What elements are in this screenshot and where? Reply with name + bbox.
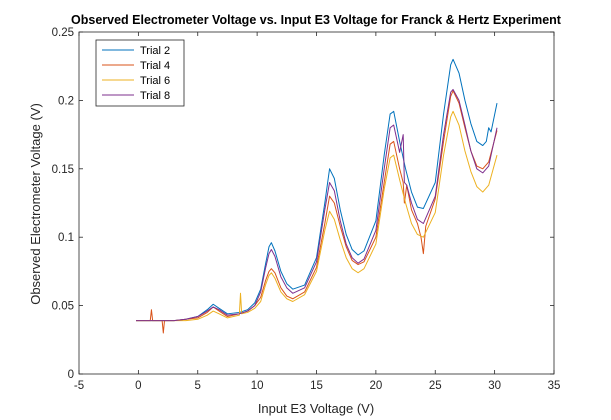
x-tick-label: -5 — [74, 380, 84, 392]
series-line-4 — [136, 88, 498, 322]
x-tick-label: 25 — [429, 380, 442, 392]
x-tick-label: 10 — [251, 380, 264, 392]
series-layer — [136, 58, 498, 334]
x-tick-label: 5 — [195, 380, 201, 392]
y-tick-label: 0.05 — [52, 301, 74, 313]
y-tick-label: 0.1 — [58, 232, 74, 244]
y-tick-label: 0 — [68, 369, 74, 381]
series-line-1 — [136, 58, 498, 322]
x-tick-label: 20 — [369, 380, 382, 392]
series-line-2 — [136, 90, 498, 334]
legend-label: Trial 4 — [140, 60, 170, 72]
legend-label: Trial 2 — [140, 45, 170, 57]
legend-label: Trial 8 — [140, 90, 170, 102]
y-axis: 0 0.05 0.1 0.15 0.2 0.25 — [52, 27, 554, 381]
chart-title: Observed Electrometer Voltage vs. Input … — [71, 13, 562, 27]
series-line-3 — [136, 110, 498, 322]
legend: Trial 2 Trial 4 Trial 6 Trial 8 — [95, 39, 185, 107]
x-axis-label: Input E3 Voltage (V) — [258, 401, 374, 416]
y-tick-label: 0.15 — [52, 164, 74, 176]
x-tick-label: 35 — [548, 380, 561, 392]
y-axis-label: Observed Electrometer Voltage (V) — [28, 103, 43, 305]
y-tick-label: 0.25 — [52, 27, 74, 39]
x-tick-label: 15 — [310, 380, 323, 392]
y-tick-label: 0.2 — [58, 95, 74, 107]
x-tick-label: 30 — [488, 380, 501, 392]
legend-label: Trial 6 — [140, 75, 170, 87]
x-axis: -5 0 5 10 15 20 25 30 35 — [74, 32, 561, 392]
x-tick-label: 0 — [135, 380, 141, 392]
